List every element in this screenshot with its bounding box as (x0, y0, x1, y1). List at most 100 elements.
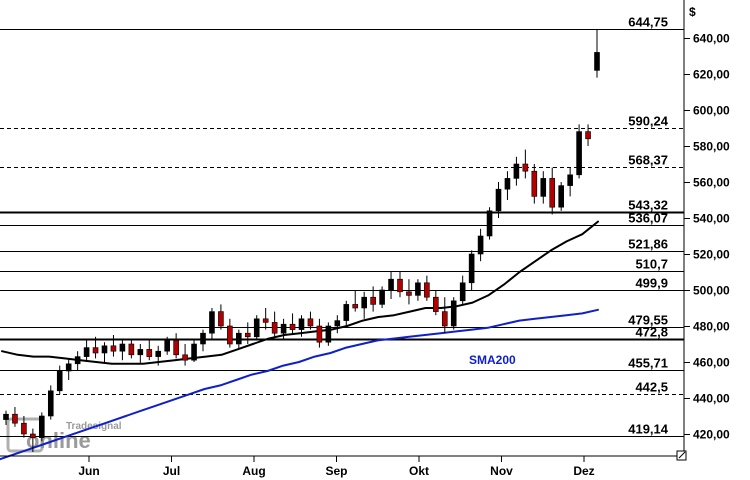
candle-body (146, 349, 153, 357)
y-tick-label: 540,00 (693, 212, 730, 226)
candle (47, 385, 54, 420)
candle-body (74, 356, 81, 365)
x-tick-label: Aug (242, 464, 265, 478)
y-axis-ticks: 420,00 440,00 460,00 480,00 500,00 520,00 540,… (684, 32, 730, 442)
candle (576, 124, 582, 179)
candle (110, 335, 117, 357)
candle (271, 311, 278, 337)
candle-body (271, 322, 278, 334)
candle (101, 342, 108, 364)
candle-body (406, 291, 412, 296)
candle-body (441, 311, 448, 327)
candle (459, 275, 466, 305)
candle-body (182, 354, 188, 361)
level-label: 419,14 (628, 422, 669, 437)
candle-body (334, 320, 341, 327)
y-tick-label: 460,00 (693, 356, 730, 370)
candle-body (92, 347, 99, 354)
candle-body (307, 318, 314, 327)
candle-body (110, 345, 117, 352)
candle (92, 336, 99, 359)
level-label: 644,75 (628, 15, 668, 30)
level-label: 455,71 (628, 356, 668, 371)
candle (218, 304, 224, 330)
candle (137, 344, 144, 364)
candle (540, 171, 547, 204)
candle-body (450, 300, 457, 327)
candle-body (236, 332, 242, 345)
candle (406, 279, 412, 305)
level-label: 479,55 (628, 313, 668, 328)
candle-body (262, 318, 269, 323)
candle (227, 318, 233, 348)
y-tick-label: 620,00 (693, 68, 730, 82)
candle-body (388, 278, 394, 291)
candle (236, 329, 242, 350)
candle-body (531, 170, 538, 197)
candle (495, 182, 502, 218)
candle (30, 428, 36, 452)
currency-label: $ (689, 5, 696, 19)
x-tick-label: Jul (163, 464, 180, 478)
candle-body (83, 347, 90, 357)
candle-body (12, 413, 18, 424)
candle-body (30, 433, 36, 438)
candle-body (576, 131, 582, 176)
candle-body (549, 178, 556, 208)
candle-body (137, 349, 144, 356)
candle-body (200, 332, 206, 345)
candle (173, 333, 179, 359)
candle (209, 308, 215, 341)
candle (182, 344, 188, 366)
candle-body (325, 325, 332, 343)
candle-body (65, 363, 72, 372)
x-tick-label: Dez (573, 464, 594, 478)
candle-body (209, 311, 215, 334)
candle-body (164, 340, 170, 352)
candle (343, 300, 350, 326)
candle-body (280, 323, 287, 334)
moving-average-lines (0, 220, 599, 461)
candle-body (56, 370, 63, 392)
level-label: 442,5 (635, 380, 668, 395)
candle (334, 315, 341, 334)
resize-corner[interactable] (676, 450, 687, 461)
candle (21, 416, 27, 438)
candle (477, 228, 484, 262)
candle-body (370, 296, 376, 305)
candle-body (477, 235, 484, 255)
candle-body (567, 174, 573, 186)
candle (65, 358, 72, 380)
y-tick-label: 420,00 (693, 428, 730, 442)
candle-body (39, 415, 45, 438)
candle-body (513, 163, 520, 179)
candle-body (424, 282, 430, 298)
sma200-line (0, 308, 599, 461)
candle (155, 345, 162, 366)
candle (585, 124, 591, 146)
candle-body (191, 343, 197, 361)
level-label: 590,24 (628, 114, 669, 129)
candle (191, 340, 197, 362)
candle (83, 340, 90, 362)
candle (370, 286, 376, 312)
candle (379, 286, 385, 308)
candle-body (433, 296, 439, 312)
sma200-label: SMA200 (469, 353, 516, 367)
y-tick-label: 440,00 (693, 392, 730, 406)
candle-body (155, 350, 162, 357)
y-tick-label: 640,00 (693, 32, 730, 46)
candle (289, 313, 296, 334)
candle (3, 410, 9, 425)
candle (513, 156, 520, 186)
candle (567, 167, 573, 197)
candle-body (486, 210, 493, 237)
candle-body (227, 325, 233, 345)
candle (316, 318, 323, 348)
candle-body (504, 178, 511, 190)
candle-body (361, 296, 367, 309)
candle (128, 338, 135, 359)
candle (433, 290, 439, 316)
candle-body (343, 304, 350, 321)
